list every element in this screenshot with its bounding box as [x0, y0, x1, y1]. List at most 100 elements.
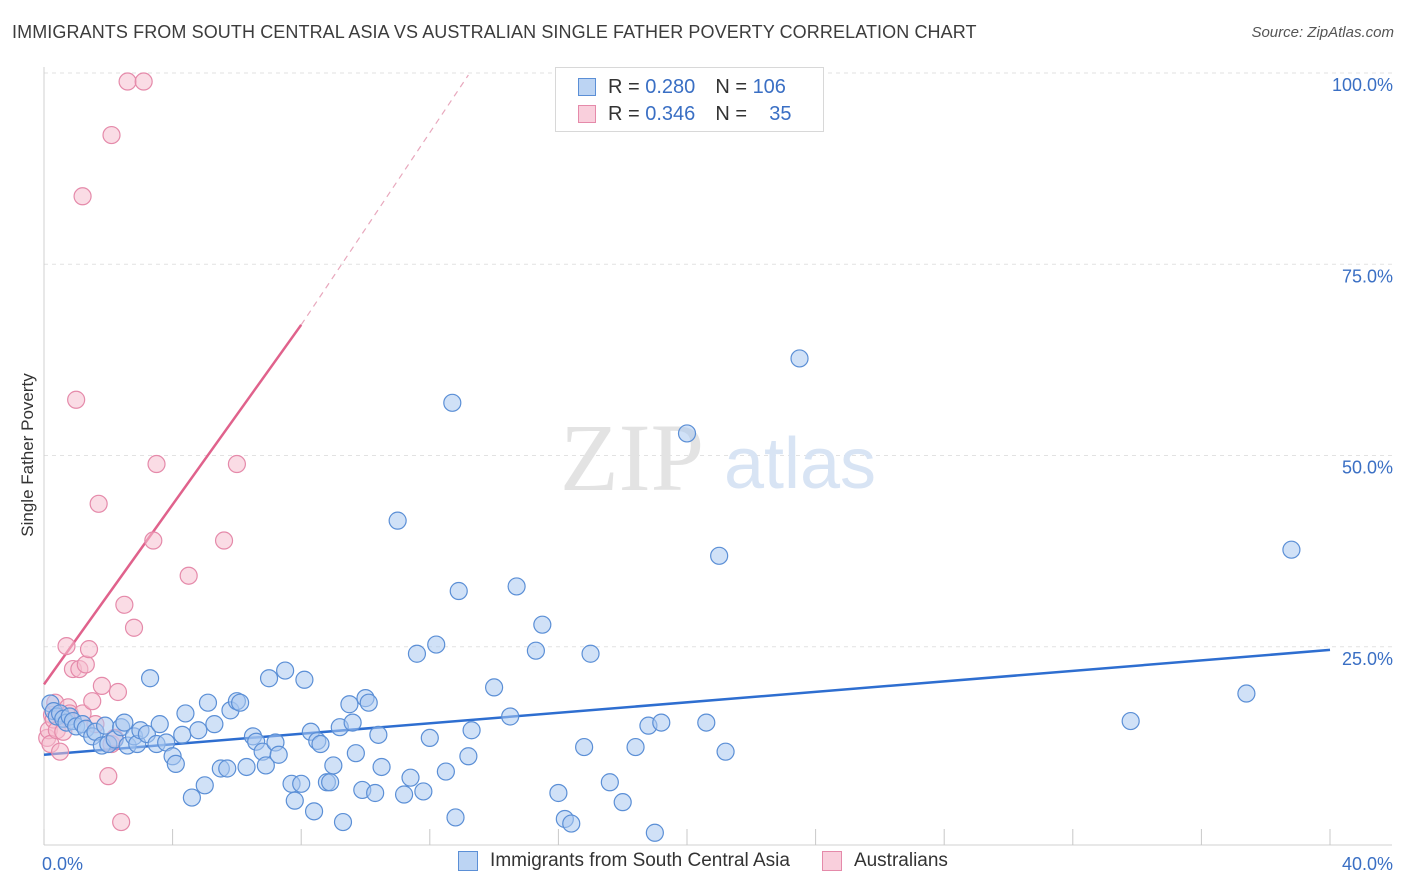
immigrants-point: [115, 713, 134, 732]
australians-point: [179, 566, 198, 585]
australians-point: [92, 676, 111, 695]
immigrants-point: [507, 577, 526, 596]
immigrants-point: [1282, 540, 1301, 559]
immigrants-point: [414, 782, 433, 801]
immigrants-point: [562, 814, 581, 833]
immigrants-point: [198, 693, 218, 712]
y-axis-label: Single Father Poverty: [18, 373, 37, 537]
immigrants-point: [231, 693, 250, 712]
australians-point: [144, 531, 163, 550]
legend-n-value: 106: [752, 75, 786, 98]
immigrants-point: [394, 785, 414, 804]
immigrants-point: [1121, 711, 1140, 731]
immigrants-point: [150, 715, 169, 734]
x-tick-label: 0.0%: [42, 854, 83, 874]
immigrants-point: [677, 424, 697, 443]
legend-swatch-blue: [578, 78, 596, 96]
immigrants-point: [333, 812, 353, 832]
immigrants-point: [173, 725, 192, 744]
immigrants-point: [533, 615, 552, 634]
australians-trend-line: [42, 324, 303, 686]
immigrants-point: [575, 737, 594, 757]
australians-point: [89, 494, 108, 513]
bottom-legend-label-australians: Australians: [853, 850, 948, 871]
immigrants-point: [324, 756, 343, 775]
immigrants-point: [195, 776, 214, 795]
immigrants-point: [427, 635, 446, 654]
immigrants-point: [237, 757, 256, 777]
watermark: ZIP atlas: [560, 404, 876, 511]
australians-point: [118, 72, 137, 91]
immigrants-point: [526, 641, 545, 660]
immigrants-point: [140, 669, 160, 688]
australians-point: [50, 742, 70, 761]
immigrants-point: [166, 754, 185, 774]
bottom-legend-label-immigrants: Immigrants from South Central Asia: [490, 850, 790, 871]
immigrants-point: [462, 721, 481, 740]
immigrants-point: [259, 669, 279, 688]
immigrants-point: [176, 704, 195, 723]
immigrants-point: [205, 715, 224, 734]
legend-r-label: R =: [608, 102, 640, 125]
legend-row-australians: R = 0.346 N = 35: [578, 101, 791, 127]
australians-point: [227, 454, 246, 474]
immigrants-point: [340, 695, 359, 714]
australians-trend-extension: [300, 74, 469, 326]
bottom-legend-swatch-blue: [458, 851, 479, 871]
immigrants-point: [292, 774, 311, 793]
immigrants-point: [645, 823, 664, 842]
immigrants-point: [501, 707, 520, 726]
immigrants-point: [311, 734, 330, 754]
immigrants-point: [366, 783, 385, 803]
immigrants-point: [716, 742, 735, 761]
immigrants-point: [359, 693, 378, 712]
immigrants-point: [790, 349, 809, 368]
bottom-legend-australians: Australians: [821, 850, 948, 872]
australians-point: [108, 682, 128, 702]
australians-point: [67, 390, 86, 409]
watermark-atlas: atlas: [724, 424, 876, 504]
australians-point: [76, 655, 95, 674]
immigrants-point: [276, 661, 295, 680]
immigrants-point: [420, 728, 439, 748]
immigrants-point: [295, 670, 314, 689]
immigrants-point: [256, 756, 275, 775]
immigrants-point: [369, 725, 388, 744]
grid-lines: [44, 72, 1392, 648]
immigrants-point: [710, 546, 729, 565]
immigrants-point: [459, 747, 478, 766]
immigrants-point: [407, 644, 427, 663]
legend-n-value: 35: [769, 102, 792, 125]
bottom-legend-swatch-pink: [821, 851, 842, 871]
y-tick-label: 75.0%: [1342, 266, 1393, 286]
australians-point: [57, 636, 76, 656]
australians-point: [124, 618, 144, 637]
immigrants-point: [269, 745, 288, 764]
legend-r-value: 0.280: [645, 75, 696, 98]
immigrants-point: [436, 762, 455, 781]
immigrants-point: [401, 768, 420, 787]
chart-title: IMMIGRANTS FROM SOUTH CENTRAL ASIA VS AU…: [12, 22, 977, 42]
australians-point: [134, 72, 153, 91]
immigrants-point: [443, 393, 462, 412]
immigrants-point: [446, 808, 465, 827]
immigrants-point: [1237, 684, 1256, 703]
immigrants-point: [304, 802, 324, 821]
immigrants-point: [449, 581, 468, 601]
watermark-zip: ZIP: [560, 404, 704, 511]
legend-n-label: N =: [715, 75, 747, 98]
immigrants-point: [652, 713, 671, 732]
immigrants-point: [285, 791, 304, 810]
legend-r-label: R =: [608, 75, 640, 98]
y-tick-label: 50.0%: [1342, 458, 1393, 478]
immigrants-point: [343, 713, 362, 732]
australians-point: [102, 125, 121, 145]
legend-r-value: 0.346: [645, 102, 696, 125]
immigrants-point: [613, 793, 632, 812]
australians-point: [112, 812, 131, 832]
bottom-legend-immigrants: Immigrants from South Central Asia: [458, 850, 790, 872]
immigrants-point: [346, 744, 365, 763]
tick-labels: 25.0% 50.0% 75.0% 100.0% 0.0% 40.0%: [42, 75, 1393, 874]
legend-n-label: N =: [715, 102, 747, 125]
